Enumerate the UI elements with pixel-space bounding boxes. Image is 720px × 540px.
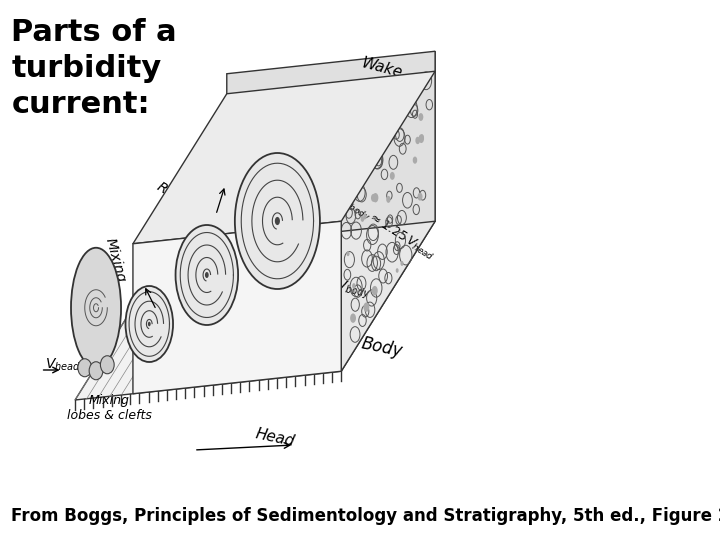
Circle shape xyxy=(205,272,209,278)
Circle shape xyxy=(361,216,364,222)
Circle shape xyxy=(413,157,417,164)
Polygon shape xyxy=(227,51,435,244)
Circle shape xyxy=(346,251,350,256)
Text: Mixing
lobes & clefts: Mixing lobes & clefts xyxy=(67,394,152,422)
Circle shape xyxy=(420,134,424,140)
Text: Body: Body xyxy=(359,335,404,361)
Text: $V_{head}$: $V_{head}$ xyxy=(45,357,81,373)
Text: Mixing: Mixing xyxy=(103,236,128,284)
Circle shape xyxy=(176,225,238,325)
Text: Head: Head xyxy=(254,427,297,449)
Circle shape xyxy=(400,261,403,266)
Circle shape xyxy=(415,137,420,144)
Ellipse shape xyxy=(71,248,121,368)
Polygon shape xyxy=(341,51,435,372)
Polygon shape xyxy=(133,71,435,244)
Text: $V_{body} \approx 1.25\,V_{head}$: $V_{body} \approx 1.25\,V_{head}$ xyxy=(338,192,438,264)
Polygon shape xyxy=(75,221,435,400)
Circle shape xyxy=(418,193,423,200)
Circle shape xyxy=(418,113,423,121)
Text: Wake: Wake xyxy=(359,55,404,80)
Circle shape xyxy=(275,217,280,225)
Circle shape xyxy=(418,134,424,143)
Text: Rollers: Rollers xyxy=(155,179,202,217)
Ellipse shape xyxy=(89,362,103,380)
Text: Mixing: Mixing xyxy=(236,134,284,161)
Text: From Boggs, Principles of Sedimentology and Stratigraphy, 5th ed., Figure 2.4.1,: From Boggs, Principles of Sedimentology … xyxy=(12,507,720,525)
Circle shape xyxy=(148,322,150,326)
Polygon shape xyxy=(133,221,341,394)
Circle shape xyxy=(125,286,173,362)
Circle shape xyxy=(372,286,378,295)
Circle shape xyxy=(352,283,356,289)
Circle shape xyxy=(364,172,369,178)
Text: Mixing: Mixing xyxy=(239,281,287,309)
Circle shape xyxy=(390,172,395,180)
Circle shape xyxy=(386,196,390,203)
Text: $V_{body}$: $V_{body}$ xyxy=(334,278,373,302)
Ellipse shape xyxy=(78,359,91,377)
Circle shape xyxy=(364,302,369,312)
Circle shape xyxy=(363,214,366,219)
Text: Mixing: Mixing xyxy=(189,356,236,380)
Circle shape xyxy=(371,194,376,202)
Circle shape xyxy=(350,313,356,323)
Circle shape xyxy=(396,268,399,273)
Text: Parts of a
turbidity
current:: Parts of a turbidity current: xyxy=(12,18,177,119)
Circle shape xyxy=(372,193,379,202)
Circle shape xyxy=(235,153,320,289)
Ellipse shape xyxy=(100,356,114,374)
